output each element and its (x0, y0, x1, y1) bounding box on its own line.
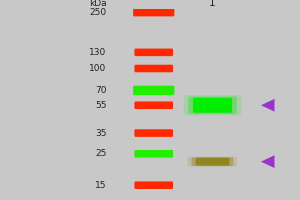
Polygon shape (261, 155, 274, 168)
Text: 15: 15 (95, 181, 106, 190)
FancyBboxPatch shape (134, 65, 173, 72)
Text: kDa: kDa (89, 0, 106, 8)
FancyBboxPatch shape (134, 150, 173, 158)
FancyBboxPatch shape (188, 96, 237, 114)
FancyBboxPatch shape (196, 158, 230, 166)
Text: 25: 25 (95, 149, 106, 158)
Text: 130: 130 (89, 48, 106, 57)
Text: 1: 1 (209, 0, 216, 8)
FancyBboxPatch shape (184, 95, 241, 115)
Polygon shape (261, 99, 274, 112)
Text: 35: 35 (95, 129, 106, 138)
FancyBboxPatch shape (192, 157, 233, 166)
Text: 250: 250 (89, 8, 106, 17)
FancyBboxPatch shape (134, 101, 173, 109)
Text: 70: 70 (95, 86, 106, 95)
FancyBboxPatch shape (134, 49, 173, 56)
Text: 55: 55 (95, 101, 106, 110)
FancyBboxPatch shape (133, 86, 174, 95)
Text: 100: 100 (89, 64, 106, 73)
FancyBboxPatch shape (134, 129, 173, 137)
FancyBboxPatch shape (134, 181, 173, 189)
FancyBboxPatch shape (133, 8, 174, 16)
FancyBboxPatch shape (188, 157, 237, 167)
FancyBboxPatch shape (193, 98, 232, 113)
